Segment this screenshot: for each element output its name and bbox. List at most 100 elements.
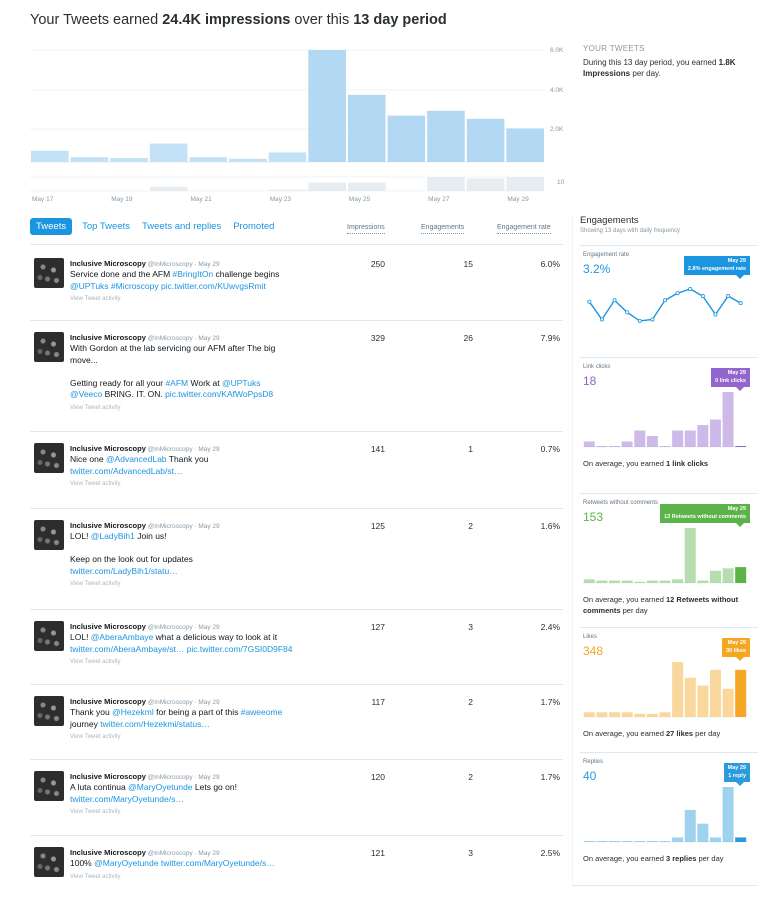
author-name[interactable]: Inclusive Microscopy (70, 444, 146, 453)
card-bar[interactable] (621, 580, 633, 583)
engagement-rate-point[interactable] (726, 294, 731, 299)
view-tweet-activity-link[interactable]: View Tweet activity (70, 809, 121, 815)
card-bar[interactable] (609, 712, 621, 717)
tweet-row[interactable]: Inclusive Microscopy @InMicroscopy · May… (30, 510, 563, 610)
avatar[interactable] (34, 332, 64, 362)
tweet-link[interactable]: #Microscopy (110, 280, 159, 291)
impressions-bar[interactable] (387, 115, 426, 162)
engagement-rate-point[interactable] (599, 317, 604, 322)
card-bar[interactable] (735, 567, 747, 583)
view-tweet-activity-link[interactable]: View Tweet activity (70, 659, 121, 665)
card-bar[interactable] (709, 837, 721, 842)
tweet-link[interactable]: twitter.com/LadyBih1/statu… (70, 565, 178, 576)
card-bar[interactable] (672, 430, 684, 448)
view-tweet-activity-link[interactable]: View Tweet activity (70, 481, 121, 487)
tweet-link[interactable]: @UPTuks (221, 377, 261, 388)
tweet-link[interactable]: @MaryOyetunde (128, 782, 193, 792)
tab-promoted[interactable]: Promoted (233, 221, 275, 232)
impressions-bar[interactable] (149, 143, 188, 162)
engagement-card[interactable]: Retweets without comments 153 May 29 13 Ret… (580, 493, 758, 627)
engagements-bar[interactable] (149, 186, 188, 191)
card-bar[interactable] (735, 837, 747, 842)
avatar[interactable] (34, 520, 64, 550)
card-bar[interactable] (659, 580, 671, 583)
card-bar[interactable] (684, 430, 696, 448)
card-bar[interactable] (621, 441, 633, 448)
impressions-bar[interactable] (229, 158, 267, 162)
card-bar[interactable] (634, 713, 646, 717)
view-tweet-activity-link[interactable]: View Tweet activity (70, 873, 121, 880)
card-bar[interactable] (646, 436, 658, 447)
engagement-rate-point[interactable] (637, 318, 642, 323)
impressions-bar[interactable] (110, 158, 148, 162)
tweet-row[interactable]: Inclusive Microscopy @InMicroscopy · May… (30, 248, 563, 321)
impressions-bar[interactable] (189, 157, 228, 162)
tweet-row[interactable]: Inclusive Microscopy @InMicroscopy · May… (30, 611, 563, 685)
card-bar[interactable] (646, 580, 658, 583)
engagement-rate-point[interactable] (625, 310, 630, 315)
card-bar[interactable] (659, 841, 671, 842)
engagement-rate-point[interactable] (738, 301, 743, 306)
card-bar[interactable] (709, 419, 721, 448)
tweet-link[interactable]: @AberaAmbaye (90, 632, 154, 642)
tweet-link[interactable]: @UPTuks (70, 280, 109, 291)
card-bar[interactable] (697, 580, 709, 583)
engagements-bar[interactable] (347, 182, 386, 191)
tab-tweets[interactable]: Tweets (30, 218, 73, 235)
card-bar[interactable] (583, 441, 595, 448)
tweet-row[interactable]: Inclusive Microscopy @InMicroscopy · May… (30, 433, 563, 509)
impressions-bar[interactable] (506, 128, 544, 162)
card-bar[interactable] (697, 685, 709, 717)
column-engagements[interactable]: Engagements (421, 224, 465, 234)
tweet-row[interactable]: Inclusive Microscopy @InMicroscopy · May… (30, 686, 563, 760)
card-bar[interactable] (722, 688, 734, 717)
card-bar[interactable] (697, 425, 709, 447)
tweet-link[interactable]: @AdvancedLab (105, 454, 167, 464)
card-bar[interactable] (634, 841, 646, 842)
card-bar[interactable] (697, 823, 709, 842)
card-bar[interactable] (583, 579, 595, 583)
column-impressions[interactable]: Impressions (347, 224, 385, 234)
impressions-bar[interactable] (427, 110, 465, 162)
engagement-card[interactable]: Engagement rate 3.2% May 29 2.8% engagement… (580, 245, 758, 357)
card-bar[interactable] (621, 712, 633, 717)
view-tweet-activity-link[interactable]: View Tweet activity (70, 581, 121, 587)
card-bar[interactable] (609, 580, 621, 583)
tweet-link[interactable]: pic.twitter.com/7GSI0D9F84 (186, 643, 293, 654)
impressions-bar[interactable] (308, 50, 346, 162)
tab-tweets-and-replies[interactable]: Tweets and replies (142, 221, 222, 232)
tweet-link[interactable]: pic.twitter.com/KAfWoPpsD8 (165, 389, 274, 399)
engagement-rate-point[interactable] (663, 298, 668, 303)
card-bar[interactable] (722, 787, 734, 842)
engagements-bar[interactable] (506, 177, 544, 191)
card-bar[interactable] (634, 581, 646, 583)
tweet-link[interactable]: @MaryOyetunde (94, 858, 159, 868)
engagement-rate-point[interactable] (688, 286, 693, 291)
engagement-rate-point[interactable] (650, 317, 655, 322)
card-bar[interactable] (583, 841, 595, 842)
tweet-link[interactable]: #aweeome (240, 707, 283, 717)
engagement-rate-point[interactable] (700, 294, 705, 299)
engagements-bar[interactable] (308, 182, 346, 191)
tweet-link[interactable]: twitter.com/AdvancedLab/st… (70, 465, 183, 476)
column-engagement-rate[interactable]: Engagement rate (497, 224, 551, 234)
author-name[interactable]: Inclusive Microscopy (70, 622, 146, 631)
author-name[interactable]: Inclusive Microscopy (70, 333, 146, 342)
engagements-bar[interactable] (427, 177, 465, 191)
card-bar[interactable] (609, 841, 621, 842)
card-bar[interactable] (709, 570, 721, 583)
card-bar[interactable] (596, 580, 608, 583)
card-bar[interactable] (596, 446, 608, 447)
author-name[interactable]: Inclusive Microscopy (70, 521, 146, 530)
view-tweet-activity-link[interactable]: View Tweet activity (70, 404, 121, 411)
card-bar[interactable] (684, 528, 696, 583)
avatar[interactable] (34, 847, 64, 877)
avatar[interactable] (34, 621, 64, 651)
card-bar[interactable] (684, 809, 696, 842)
card-bar[interactable] (621, 841, 633, 842)
tweet-link[interactable]: #BringItOn (172, 269, 214, 279)
view-tweet-activity-link[interactable]: View Tweet activity (70, 734, 121, 740)
tweet-link[interactable]: @Hezekml (112, 707, 154, 717)
engagement-rate-point[interactable] (587, 299, 592, 304)
author-name[interactable]: Inclusive Microscopy (70, 697, 146, 706)
